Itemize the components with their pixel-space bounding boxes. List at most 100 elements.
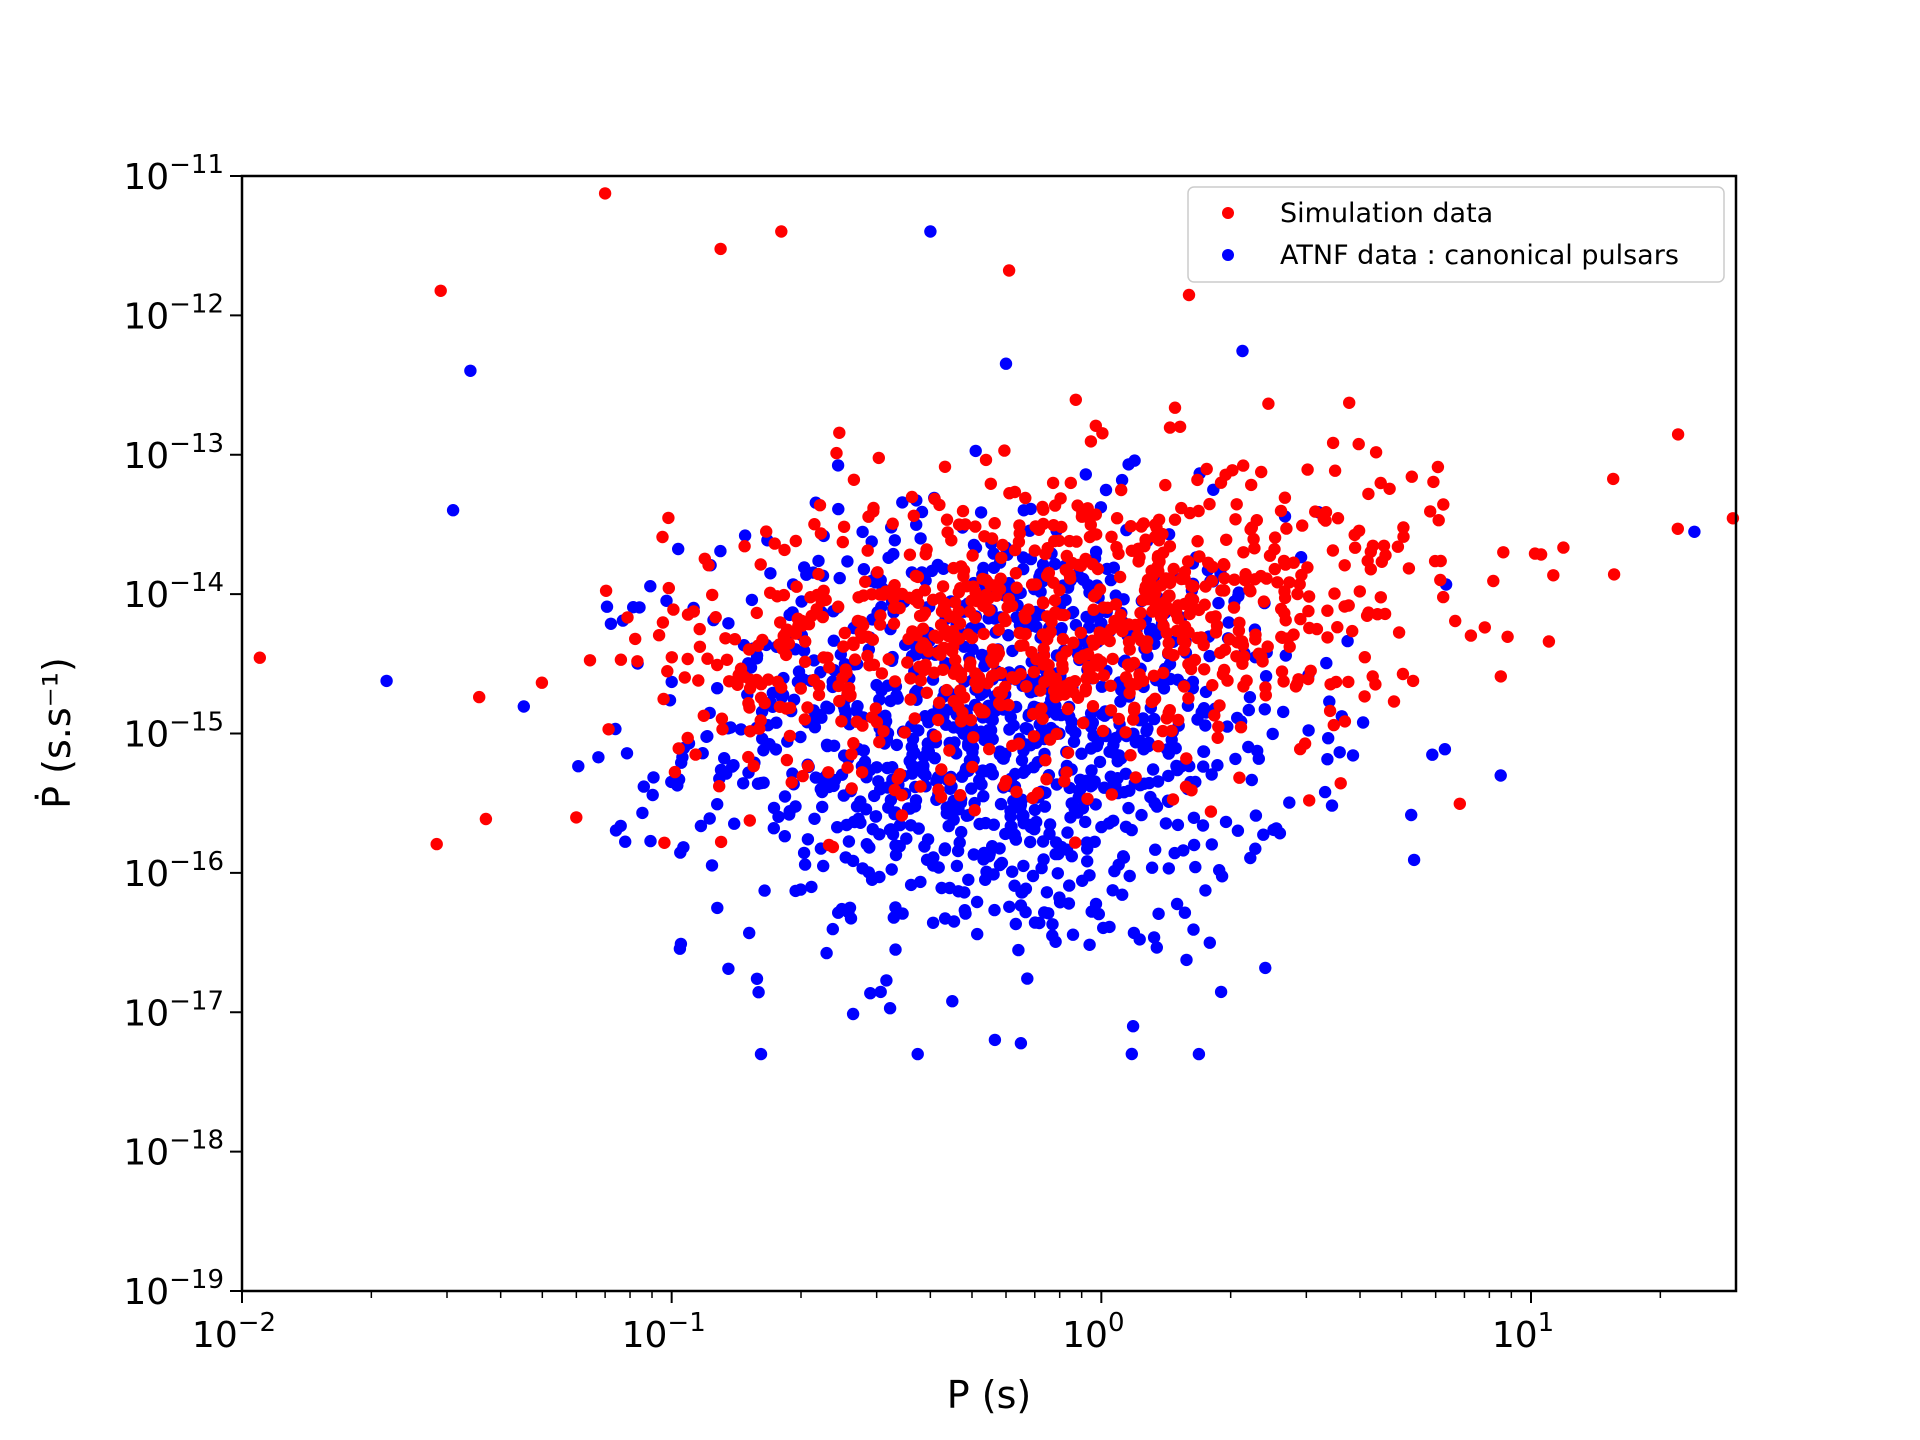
simulation-point [1301,561,1314,574]
simulation-point [693,622,706,636]
simulation-point [1045,615,1058,628]
simulation-point [1041,569,1054,582]
simulation-point [1069,836,1082,849]
simulation-point [1141,573,1155,587]
simulation-point [983,742,996,756]
atnf-point [869,810,882,823]
atnf-point [464,364,477,377]
atnf-point [1341,634,1354,648]
atnf-point [1053,896,1067,909]
atnf-point [1111,755,1124,768]
atnf-point [999,357,1013,370]
atnf-point [737,777,750,790]
atnf-point [1171,763,1184,777]
simulation-point [1233,771,1246,784]
atnf-point [1079,468,1093,481]
simulation-point [954,560,968,573]
simulation-point [1294,742,1307,756]
simulation-point [984,477,997,490]
simulation-point [932,783,945,796]
atnf-point [816,800,829,814]
atnf-point [962,873,975,886]
simulation-point [1048,594,1062,607]
simulation-point [1275,630,1288,644]
simulation-point [1036,500,1049,514]
atnf-point [1494,769,1507,782]
simulation-point [1205,611,1218,624]
simulation-point [785,776,798,789]
simulation-point [602,723,615,736]
y-tick-label: 10−16 [123,847,224,895]
simulation-point [1338,715,1352,728]
atnf-point [1106,884,1119,897]
simulation-point [1178,597,1191,611]
atnf-point [1231,824,1245,837]
simulation-point [1338,600,1351,613]
simulation-point [1309,505,1322,518]
simulation-point [905,490,919,504]
atnf-point [866,823,879,836]
simulation-point [1027,730,1041,743]
simulation-point [869,702,882,715]
simulation-point [656,616,670,629]
simulation-point [835,715,848,728]
simulation-point [570,811,583,824]
atnf-point [917,759,930,772]
simulation-point [1317,512,1330,525]
simulation-point [874,609,887,622]
simulation-point [886,517,899,530]
atnf-point [1143,776,1156,790]
simulation-point [1185,784,1198,797]
atnf-point [982,724,995,737]
simulation-point [812,567,825,581]
simulation-point [954,671,968,684]
atnf-point [1259,670,1273,683]
simulation-point [1478,621,1492,634]
atnf-point [609,824,623,837]
atnf-point [1191,713,1204,726]
simulation-point [775,681,788,694]
simulation-point [1214,646,1227,660]
atnf-point [925,564,939,578]
simulation-point [1434,573,1447,587]
simulation-point [873,588,886,601]
simulation-point [798,713,811,726]
atnf-point [1320,656,1333,670]
simulation-point [1087,603,1100,616]
atnf-point [1069,726,1082,740]
atnf-point [927,859,940,872]
atnf-point [1438,743,1452,756]
simulation-point [1203,497,1216,511]
atnf-point [946,797,959,810]
atnf-point [1085,764,1098,777]
simulation-point [1089,588,1103,601]
atnf-point [842,835,856,848]
atnf-point [767,822,780,835]
atnf-point [832,502,845,516]
simulation-point [790,580,803,593]
simulation-point [963,605,977,618]
atnf-point [889,901,902,914]
atnf-point [886,828,900,841]
atnf-point [1187,811,1201,824]
atnf-point [926,916,940,929]
simulation-point [1129,771,1142,784]
atnf-point [952,885,965,898]
simulation-point [629,632,642,646]
simulation-point [747,759,760,773]
simulation-point [845,748,858,761]
simulation-point [1326,436,1340,450]
simulation-point [1338,559,1351,572]
atnf-point [1036,835,1050,848]
simulation-point [1005,599,1019,612]
simulation-point [1296,519,1309,532]
simulation-point [702,559,715,572]
simulation-point [1557,541,1570,554]
atnf-point [1192,1047,1206,1061]
simulation-point [904,693,917,706]
atnf-point [1177,844,1190,857]
simulation-point [895,789,908,802]
legend: Simulation data ATNF data : canonical pu… [1187,186,1725,283]
atnf-point [620,747,634,760]
atnf-point [1046,918,1059,931]
